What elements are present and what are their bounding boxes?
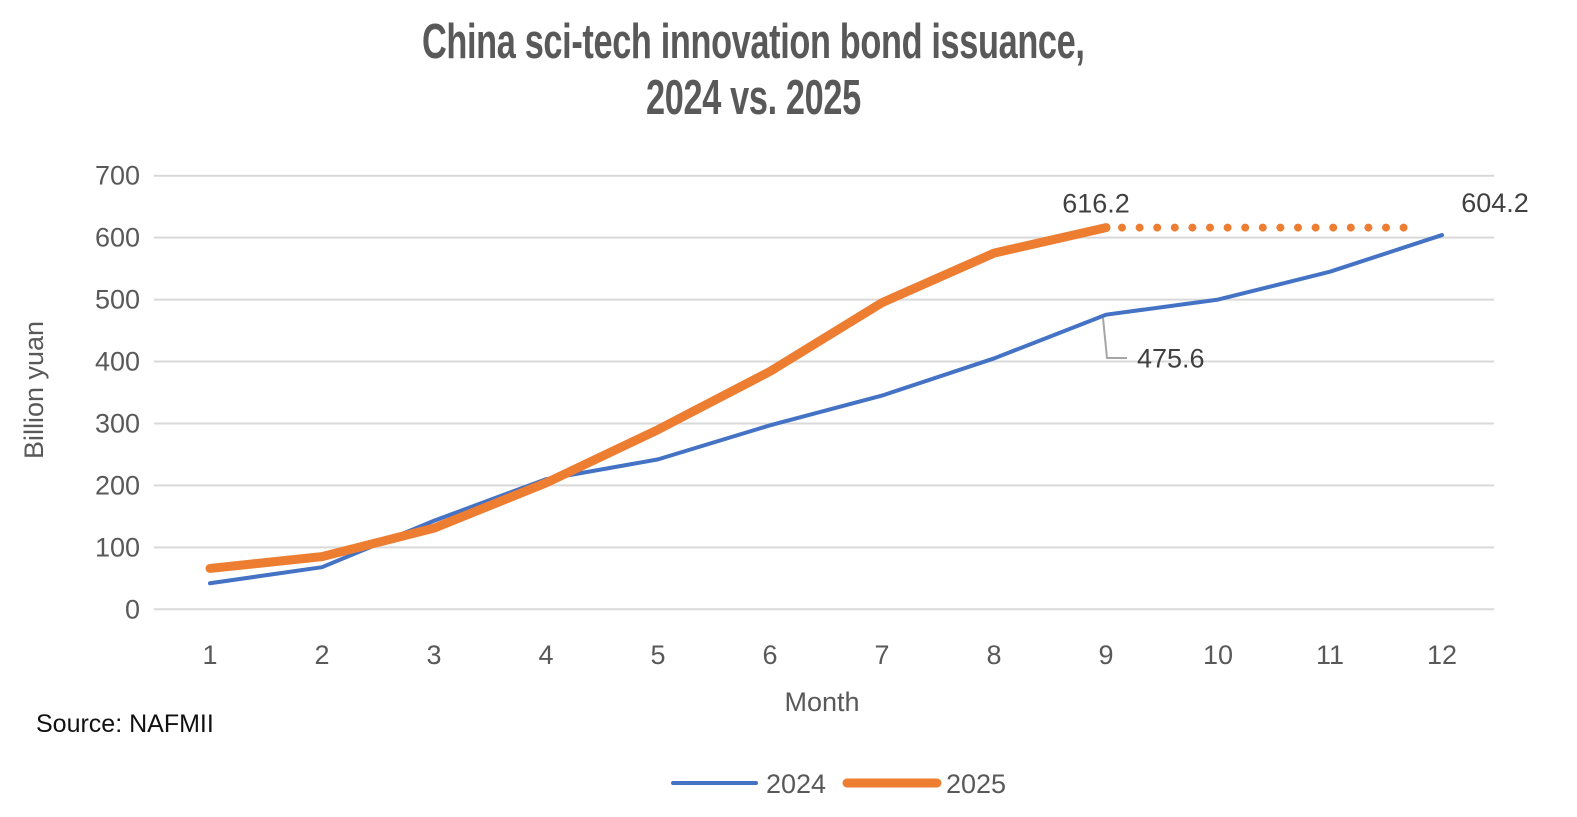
x-tick-label-9: 9 xyxy=(1098,640,1113,670)
x-tick-label-2: 2 xyxy=(314,640,329,670)
x-tick-label-3: 3 xyxy=(426,640,441,670)
x-tick-label-11: 11 xyxy=(1316,640,1344,670)
source-note: Source: NAFMII xyxy=(36,710,214,738)
x-tick-label-5: 5 xyxy=(650,640,665,670)
x-tick-label-6: 6 xyxy=(762,640,777,670)
x-tick-label-12: 12 xyxy=(1427,640,1457,670)
legend-label-2024: 2024 xyxy=(766,769,826,799)
x-axis-title: Month xyxy=(784,687,859,717)
chart-title: China sci-tech innovation bond issuance,… xyxy=(0,14,1506,126)
y-tick-label-200: 200 xyxy=(95,470,140,500)
series-line-2024 xyxy=(208,233,1444,586)
chart-title-line1: China sci-tech innovation bond issuance, xyxy=(421,15,1085,69)
x-tick-label-4: 4 xyxy=(538,640,553,670)
y-axis-title: Billion yuan xyxy=(19,321,49,459)
y-tick-label-300: 300 xyxy=(95,408,140,438)
data-label-604-2: 604.2 xyxy=(1461,188,1529,218)
annotation-leader-line xyxy=(1102,317,1127,359)
data-label-616-2: 616.2 xyxy=(1062,189,1130,219)
legend-label-2025: 2025 xyxy=(946,769,1006,799)
x-tick-label-1: 1 xyxy=(202,640,217,670)
x-tick-label-7: 7 xyxy=(874,640,889,670)
x-tick-label-10: 10 xyxy=(1203,640,1233,670)
y-tick-label-400: 400 xyxy=(95,347,140,377)
y-tick-label-100: 100 xyxy=(95,532,140,562)
data-label-475-6: 475.6 xyxy=(1137,344,1205,374)
y-tick-label-0: 0 xyxy=(125,594,140,624)
chart-title-line2: 2024 vs. 2025 xyxy=(645,71,861,125)
y-tick-label-500: 500 xyxy=(95,285,140,315)
y-tick-label-600: 600 xyxy=(95,223,140,253)
x-tick-label-8: 8 xyxy=(986,640,1001,670)
y-tick-label-700: 700 xyxy=(95,161,140,191)
series-line-2025 xyxy=(205,223,1111,573)
